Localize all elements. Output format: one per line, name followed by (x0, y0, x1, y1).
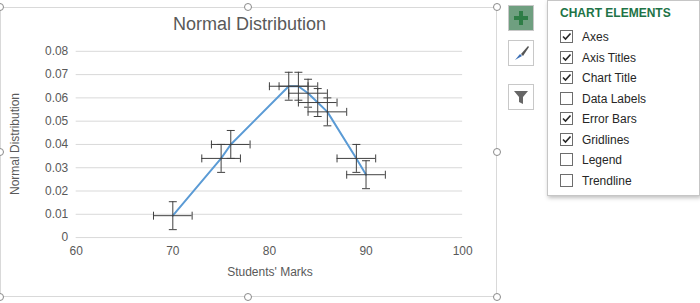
html-text:Gridlines: Gridlines (582, 132, 630, 147)
svg-text:0.08: 0.08 (45, 44, 69, 58)
html-text:Trendline: Trendline (582, 173, 632, 188)
svg-text:0: 0 (62, 230, 69, 244)
svg-text:0.04: 0.04 (45, 137, 69, 151)
svg-text:0.01: 0.01 (45, 207, 69, 221)
svg-text:80: 80 (263, 244, 277, 258)
svg-text:60: 60 (70, 244, 84, 258)
html-text:Students' Marks: Students' Marks (227, 265, 313, 279)
svg-text:0.02: 0.02 (45, 184, 69, 198)
html-text:Normal Distribution: Normal Distribution (173, 14, 326, 34)
svg-text:90: 90 (359, 244, 373, 258)
html-text:Axis Titles: Axis Titles (582, 50, 636, 65)
svg-text:0.06: 0.06 (45, 91, 69, 105)
html-text:Normal Distribution: Normal Distribution (8, 93, 22, 195)
svg-text:100: 100 (453, 244, 473, 258)
html-text:Error Bars: Error Bars (582, 112, 637, 126)
svg-text:0.03: 0.03 (45, 161, 69, 175)
html-text:Chart Title: Chart Title (582, 71, 637, 85)
html-text:CHART ELEMENTS: CHART ELEMENTS (560, 6, 671, 20)
html-text:Data Labels: Data Labels (582, 91, 646, 106)
html-text:Axes: Axes (582, 30, 609, 44)
svg-text:70: 70 (166, 244, 180, 258)
html-text:Legend: Legend (582, 153, 622, 167)
svg-text:0.07: 0.07 (45, 67, 69, 81)
svg-text:0.05: 0.05 (45, 114, 69, 128)
